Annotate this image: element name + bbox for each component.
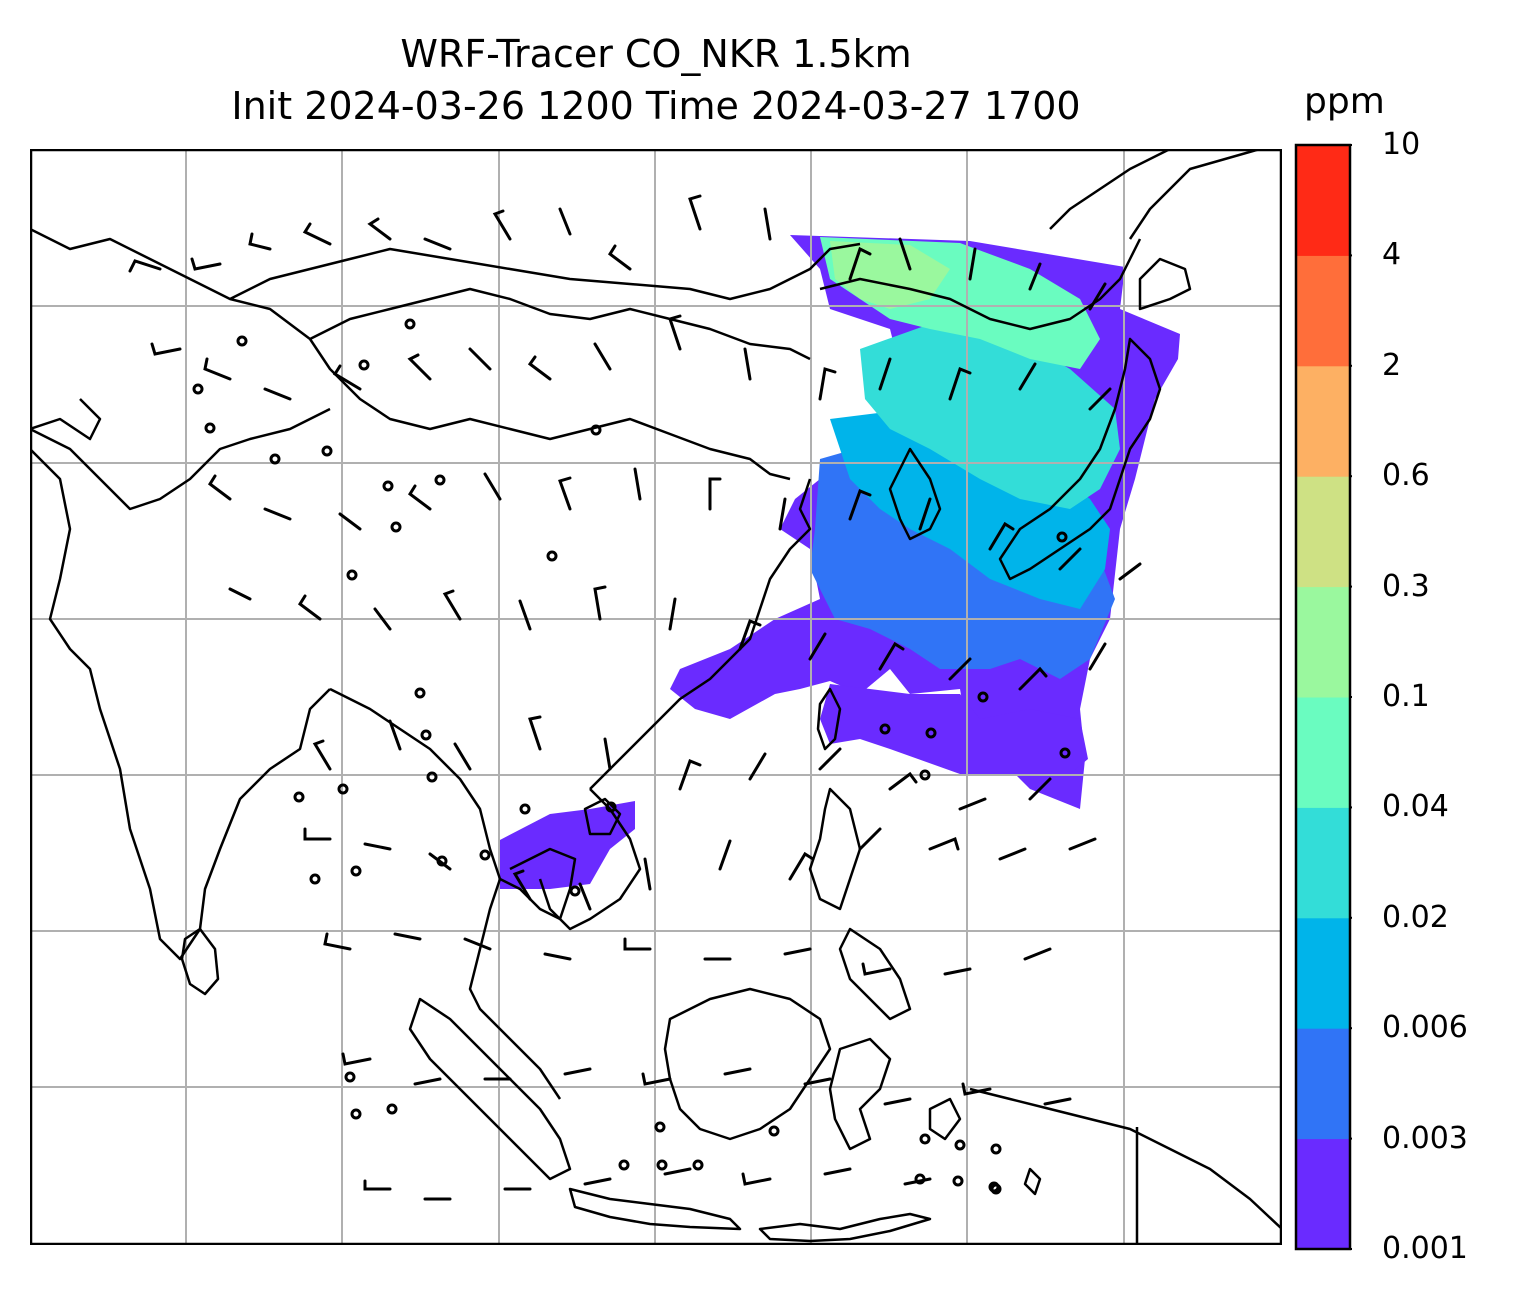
colorbar-segment-9 — [1296, 145, 1350, 256]
colorbar-tick-label: 0.04 — [1382, 789, 1449, 825]
wind-barb-row-4 — [228, 585, 1107, 691]
coastline-vietnam — [538, 788, 642, 931]
island-new-guinea — [969, 1087, 1282, 1230]
wind-barb-row-6 — [303, 827, 1097, 911]
tracer-plume-south — [820, 684, 1088, 774]
colorbar-segment-5 — [1296, 586, 1350, 698]
tracer-plume-gulf — [498, 801, 635, 889]
wind-barb-row-5 — [312, 715, 1052, 811]
border-himalaya — [30, 227, 791, 481]
wind-barb-row-7 — [323, 932, 1052, 976]
island-srilanka — [180, 927, 220, 996]
island-borneo — [663, 987, 832, 1141]
wind-barb-row-3 — [207, 467, 1142, 581]
colorbar — [1294, 143, 1352, 1251]
colorbar-segment-7 — [1296, 365, 1350, 477]
islands-visayas-mindanao — [838, 927, 912, 1021]
colorbar-segment-4 — [1296, 697, 1350, 808]
colorbar-segment-3 — [1296, 807, 1350, 919]
colorbar-tick-label: 0.6 — [1382, 458, 1430, 494]
island-luzon — [808, 787, 862, 911]
colorbar-tick-label: 0.3 — [1382, 568, 1430, 604]
wind-barbs — [128, 194, 1142, 1201]
map-canvas — [30, 149, 1282, 1245]
wind-barb-row-2 — [150, 314, 1112, 411]
border-russia-china — [229, 242, 861, 301]
calm-wind-markers — [192, 318, 1071, 1195]
coastline-kamchatka — [1049, 149, 1171, 230]
island-japan-main — [998, 337, 1162, 581]
colorbar-tick-label: 0.1 — [1382, 679, 1430, 714]
colorbar-segment-8 — [1296, 255, 1350, 367]
coastline-india — [30, 448, 331, 961]
border-mongolia — [309, 287, 811, 361]
island-hokkaido — [1138, 257, 1192, 311]
map-title-line1: WRF-Tracer CO_NKR 1.5km — [400, 32, 912, 76]
gridlines — [30, 149, 1282, 1245]
colorbar-tick-label: 2 — [1382, 347, 1402, 383]
colorbar-tick-label: 0.003 — [1382, 1120, 1468, 1156]
map-panel — [30, 149, 1282, 1245]
border-north — [30, 407, 331, 511]
islands-lesser-sunda — [758, 1212, 932, 1243]
colorbar-segment-2 — [1296, 917, 1350, 1029]
colorbar-tick-label: 0.001 — [1382, 1231, 1468, 1266]
colorbar-tick-label: 0.02 — [1382, 899, 1449, 935]
colorbar-tick-label: 0.006 — [1382, 1010, 1468, 1046]
map-title-line2: Init 2024-03-26 1200 Time 2024-03-27 170… — [231, 84, 1081, 128]
wind-barb-row-8 — [341, 1052, 1072, 1106]
colorbar-unit-label: ppm — [1304, 81, 1385, 122]
coastlines — [30, 149, 1282, 1245]
wind-barb-row-1 — [128, 194, 1107, 311]
colorbar-segment-6 — [1296, 476, 1350, 588]
island-timor — [1023, 1167, 1042, 1196]
map-border — [30, 149, 1282, 1245]
wind-barb-row-9 — [363, 1167, 932, 1201]
island-sakhalin — [1128, 149, 1261, 240]
colorbar-segment-0 — [1296, 1138, 1350, 1250]
island-sulawesi — [828, 1037, 892, 1151]
coastline-nw — [30, 398, 102, 441]
island-taiwan — [816, 687, 842, 751]
coastline-indochina — [329, 687, 562, 1100]
colorbar-tick-label: 10 — [1382, 127, 1421, 162]
peninsula-korea — [888, 447, 942, 541]
colorbar-canvas — [1294, 143, 1352, 1251]
co-tracer-field — [498, 235, 1180, 889]
island-java — [568, 1187, 742, 1231]
island-sumatra — [408, 997, 572, 1181]
colorbar-segment-1 — [1296, 1028, 1350, 1140]
islands-maluku — [928, 1097, 962, 1141]
colorbar-tick-label: 4 — [1382, 237, 1402, 273]
border-amur — [819, 238, 1142, 331]
